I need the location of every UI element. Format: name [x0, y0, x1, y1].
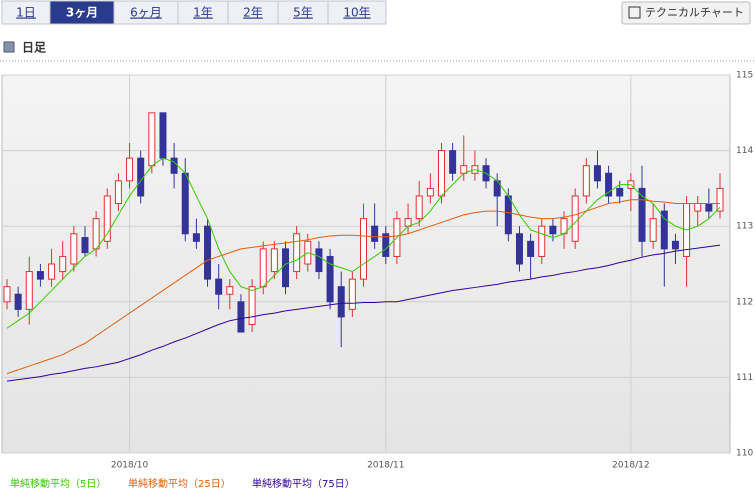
candle-body — [25, 271, 33, 310]
y-tick-label: 110 — [736, 449, 753, 459]
candle-body — [705, 203, 713, 212]
candle-body — [449, 150, 457, 174]
candle-body — [170, 157, 178, 174]
candle-body — [114, 180, 122, 205]
candle-body — [326, 255, 334, 303]
candle-body — [204, 225, 212, 280]
candle-body — [192, 233, 200, 242]
candle-body — [415, 195, 423, 220]
candle-body — [137, 157, 145, 197]
candle-body — [248, 286, 256, 325]
candle-body — [382, 233, 390, 257]
candle-body — [549, 225, 557, 235]
candle-body — [259, 248, 267, 288]
candle-body — [337, 286, 345, 318]
candle-body — [504, 195, 512, 235]
section-icon — [3, 41, 15, 53]
candle-body — [371, 225, 379, 242]
tab-label[interactable]: 1日 — [16, 6, 36, 20]
x-tick-label: 2018/11 — [367, 461, 404, 471]
tab-label[interactable]: 3ヶ月 — [66, 6, 98, 20]
candle-body — [293, 233, 301, 273]
candle-body — [694, 203, 702, 212]
y-tick-label: 114 — [736, 146, 753, 156]
tab-label[interactable]: 2年 — [243, 6, 263, 20]
y-tick-label: 112 — [736, 297, 753, 307]
section-title: 日足 — [22, 41, 46, 55]
candle-body — [92, 218, 100, 250]
y-tick-label: 113 — [736, 222, 753, 232]
candle-body — [81, 237, 89, 254]
tab-label[interactable]: 5年 — [293, 6, 313, 20]
ma-line — [6, 157, 721, 329]
tab-label[interactable]: 6ヶ月 — [130, 6, 162, 20]
tab[interactable] — [327, 0, 387, 25]
ma-line — [6, 244, 721, 382]
candle-body — [515, 233, 523, 265]
candle-body — [571, 195, 579, 242]
candle-body — [215, 278, 223, 295]
legend-label: 単純移動平均（25日） — [128, 477, 231, 490]
candle-body — [582, 165, 590, 197]
candle-body — [126, 157, 134, 182]
legend-label: 単純移動平均（75日） — [252, 477, 355, 490]
candle-body — [36, 271, 44, 280]
candle-body — [48, 263, 56, 280]
candle-body — [426, 187, 434, 197]
tab-label[interactable]: 1年 — [193, 6, 213, 20]
candle-body — [527, 240, 535, 257]
candle-body — [59, 255, 67, 273]
candle-body — [70, 233, 78, 265]
x-tick-label: 2018/10 — [111, 461, 149, 471]
candle-body — [103, 195, 111, 242]
tab-label[interactable]: 10年 — [343, 6, 370, 20]
candle-body — [348, 278, 356, 310]
candle-body — [282, 248, 290, 288]
candle-body — [14, 293, 22, 310]
candle-body — [159, 112, 167, 159]
candle-body — [237, 301, 245, 333]
candle-body — [226, 286, 234, 295]
y-tick-label: 115 — [736, 71, 753, 81]
x-tick-label: 2018/12 — [612, 461, 649, 471]
candle-body — [360, 218, 367, 280]
candle-body — [315, 248, 323, 273]
ma-line — [6, 199, 720, 375]
candle-body — [437, 150, 445, 197]
candle-body — [181, 172, 189, 235]
candle-body — [3, 286, 11, 303]
candle-body — [716, 187, 724, 212]
candle-body — [616, 187, 624, 197]
tech-button[interactable] — [621, 1, 751, 25]
candle-body — [270, 248, 278, 273]
candle-body — [649, 218, 657, 242]
candle-body — [605, 172, 613, 197]
candle-body — [660, 210, 668, 250]
candle-body — [148, 112, 156, 167]
tech-button-label[interactable]: テクニカルチャート — [645, 6, 744, 19]
candle-body — [638, 187, 646, 242]
candle-body — [671, 240, 679, 250]
icon — [628, 6, 641, 19]
legend-label: 単純移動平均（5日） — [10, 477, 106, 490]
y-tick-label: 111 — [736, 373, 753, 383]
candle-body — [593, 165, 601, 182]
candle-body — [538, 225, 546, 257]
